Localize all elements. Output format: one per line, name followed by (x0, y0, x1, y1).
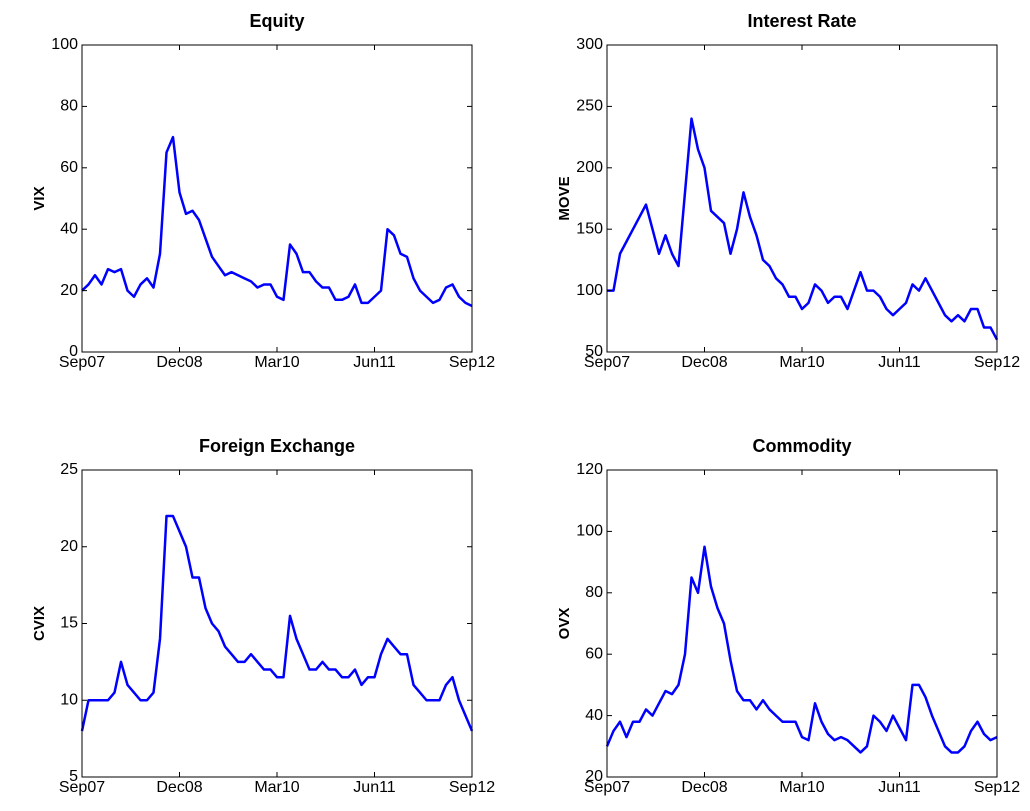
x-tick-label: Jun11 (353, 779, 396, 796)
x-tick-label: Sep12 (974, 779, 1020, 796)
subplot-title: Equity (249, 11, 304, 31)
x-tick-label: Mar10 (779, 354, 824, 371)
y-tick-label: 300 (576, 36, 603, 53)
x-tick-label: Dec08 (681, 779, 727, 796)
y-tick-label: 80 (585, 584, 603, 601)
x-tick-label: Sep07 (59, 354, 105, 371)
x-tick-label: Sep12 (449, 779, 495, 796)
y-tick-label: 15 (60, 615, 78, 632)
y-tick-label: 20 (60, 282, 78, 299)
y-tick-label: 50 (585, 343, 603, 360)
y-tick-label: 250 (576, 98, 603, 115)
y-tick-label: 80 (60, 98, 78, 115)
y-tick-label: 5 (69, 768, 78, 785)
x-tick-label: Mar10 (779, 779, 824, 796)
subplot-title: Foreign Exchange (199, 436, 355, 456)
y-tick-label: 40 (585, 707, 603, 724)
x-tick-label: Jun11 (353, 354, 396, 371)
y-tick-label: 150 (576, 220, 603, 237)
series-line (605, 545, 998, 754)
y-tick-label: 20 (585, 768, 603, 785)
axes-box (81, 44, 473, 353)
x-tick-label: Sep07 (584, 354, 630, 371)
series-line (81, 135, 473, 308)
y-axis-label: CVIX (31, 606, 48, 641)
subplot-title: Interest Rate (747, 11, 856, 31)
y-tick-label: 10 (60, 691, 78, 708)
x-tick-label: Sep07 (584, 779, 630, 796)
x-tick-label: Jun11 (878, 354, 921, 371)
subplot-title: Commodity (753, 436, 852, 456)
y-tick-label: 40 (60, 220, 78, 237)
y-tick-label: 0 (69, 343, 78, 360)
y-tick-label: 100 (576, 282, 603, 299)
y-tick-label: 100 (576, 523, 603, 540)
y-axis-label: OVX (556, 608, 573, 640)
y-tick-label: 120 (576, 461, 603, 478)
axes-box (606, 44, 998, 353)
y-tick-label: 60 (60, 159, 78, 176)
axes-box (81, 469, 473, 778)
x-tick-label: Sep12 (449, 354, 495, 371)
y-axis-label: VIX (31, 186, 48, 210)
x-tick-label: Sep07 (59, 779, 105, 796)
series-line (607, 117, 999, 341)
y-axis-label: MOVE (556, 176, 573, 220)
y-tick-label: 60 (585, 645, 603, 662)
x-tick-label: Dec08 (681, 354, 727, 371)
y-tick-label: 200 (576, 159, 603, 176)
y-tick-label: 100 (51, 36, 78, 53)
x-tick-label: Dec08 (156, 779, 202, 796)
x-tick-label: Jun11 (878, 779, 921, 796)
x-tick-label: Sep12 (974, 354, 1020, 371)
x-tick-label: Dec08 (156, 354, 202, 371)
y-tick-label: 25 (60, 461, 78, 478)
x-tick-label: Mar10 (254, 779, 299, 796)
series-line (80, 514, 474, 732)
y-tick-label: 20 (60, 538, 78, 555)
x-tick-label: Mar10 (254, 354, 299, 371)
